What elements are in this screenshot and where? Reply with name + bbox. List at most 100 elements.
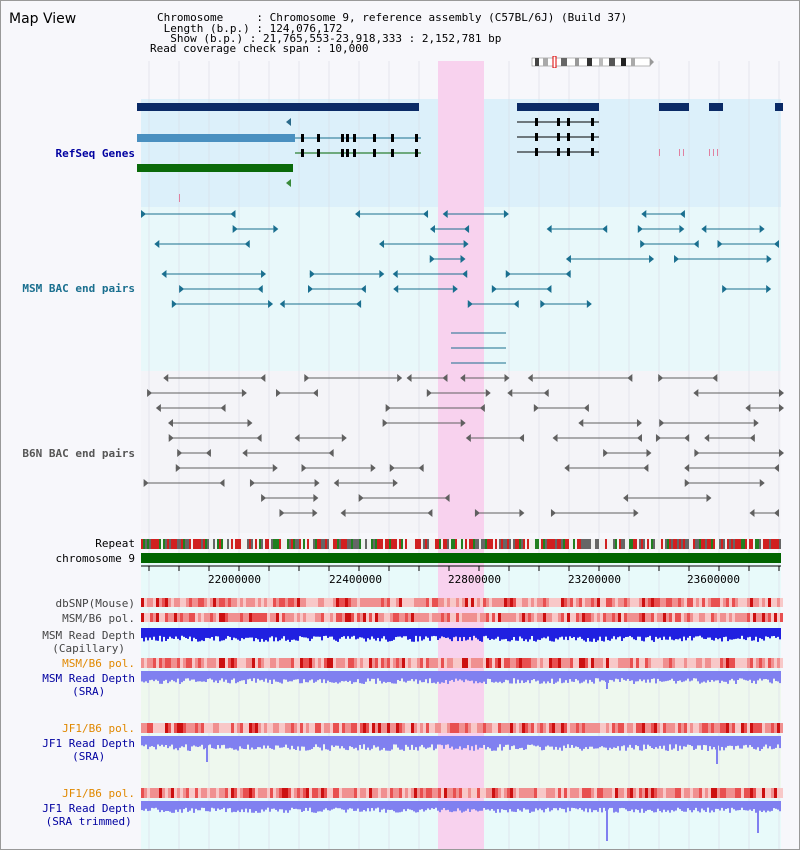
- heat-cell: [363, 658, 366, 668]
- depth-bar: [539, 671, 541, 684]
- heat-cell: [366, 613, 369, 622]
- depth-bar: [247, 671, 249, 680]
- depth-bar: [257, 736, 259, 748]
- heat-cell: [573, 613, 576, 622]
- heat-cell: [387, 598, 390, 607]
- depth-bar: [777, 628, 779, 637]
- depth-bar: [747, 671, 749, 681]
- depth-bar: [303, 628, 305, 638]
- heat-cell: [405, 598, 408, 607]
- depth-bar: [293, 801, 295, 809]
- track-label-line: (SRA trimmed): [45, 815, 132, 828]
- pair-end-marker: [423, 210, 429, 218]
- heat-cell: [348, 788, 351, 798]
- heat-cell: [435, 658, 438, 668]
- depth-bar: [505, 736, 507, 745]
- gene-model: [137, 164, 293, 172]
- pair-end-marker: [155, 404, 161, 412]
- pair-end-marker: [479, 404, 485, 412]
- depth-bar: [749, 736, 751, 746]
- track-label-refseq[interactable]: RefSeq Genes: [55, 147, 135, 160]
- heat-cell: [765, 723, 768, 733]
- depth-bar: [685, 671, 687, 681]
- depth-bar: [771, 736, 773, 750]
- heat-cell: [702, 788, 705, 798]
- heat-cell: [240, 613, 243, 622]
- heat-cell: [648, 598, 651, 607]
- depth-bar: [259, 671, 261, 681]
- depth-bar: [739, 671, 741, 679]
- heat-cell: [720, 598, 723, 607]
- depth-bar: [293, 628, 295, 640]
- depth-bar: [663, 801, 665, 810]
- depth-bar: [419, 801, 421, 810]
- depth-bar: [385, 628, 387, 640]
- heat-cell: [453, 613, 456, 622]
- track-label-b6n-bac[interactable]: B6N BAC end pairs: [22, 447, 135, 460]
- heat-cell: [684, 723, 687, 733]
- depth-bar: [779, 801, 781, 812]
- depth-bar: [587, 671, 589, 684]
- heat-cell: [759, 788, 762, 798]
- heat-cell: [600, 723, 603, 733]
- depth-bar: [363, 736, 365, 745]
- repeat-element: [589, 539, 591, 549]
- heat-cell: [756, 613, 759, 622]
- repeat-element: [551, 539, 553, 549]
- heat-cell: [258, 613, 261, 622]
- heat-cell: [360, 788, 363, 798]
- heat-cell: [750, 598, 753, 607]
- heat-cell: [753, 723, 756, 733]
- pair-end-marker: [385, 404, 391, 412]
- heat-cell: [321, 658, 324, 668]
- depth-bar: [297, 736, 299, 747]
- heat-cell: [546, 788, 549, 798]
- depth-bar: [445, 628, 447, 638]
- heat-cell: [429, 658, 432, 668]
- depth-bar: [621, 671, 623, 679]
- repeat-element: [435, 539, 437, 549]
- depth-spike: [757, 801, 759, 833]
- heat-cell: [216, 723, 219, 733]
- depth-bar: [743, 736, 745, 746]
- depth-bar: [429, 801, 431, 810]
- heat-cell: [780, 658, 783, 668]
- track-label-msm-bac[interactable]: MSM BAC end pairs: [22, 282, 135, 295]
- pair-end-marker: [658, 374, 664, 382]
- depth-bar: [387, 628, 389, 642]
- heat-cell: [147, 658, 150, 668]
- depth-bar: [627, 801, 629, 812]
- depth-bar: [525, 628, 527, 640]
- depth-bar: [161, 801, 163, 811]
- pair-end-marker: [460, 374, 466, 382]
- heat-cell: [678, 723, 681, 733]
- heat-cell: [771, 598, 774, 607]
- depth-bar: [561, 736, 563, 751]
- heat-cell: [576, 598, 579, 607]
- heat-cell: [615, 723, 618, 733]
- repeat-element: [581, 539, 583, 549]
- pair-end-marker: [179, 285, 185, 293]
- heat-cell: [288, 658, 291, 668]
- heat-cell: [270, 788, 273, 798]
- depth-bar: [473, 671, 475, 684]
- depth-bar: [649, 671, 651, 683]
- heat-cell: [162, 613, 165, 622]
- heat-cell: [324, 788, 327, 798]
- heat-cell: [384, 598, 387, 607]
- heat-cell: [264, 598, 267, 607]
- chromosome-ideogram[interactable]: [531, 53, 655, 69]
- pair-end-marker: [766, 255, 772, 263]
- repeat-element: [659, 539, 661, 549]
- heat-cell: [744, 788, 747, 798]
- depth-bar: [695, 801, 697, 808]
- repeat-element: [193, 539, 195, 549]
- depth-bar: [377, 801, 379, 808]
- depth-bar: [605, 736, 607, 748]
- depth-bar: [643, 671, 645, 680]
- depth-bar: [709, 671, 711, 683]
- depth-bar: [457, 801, 459, 809]
- pair-end-marker: [679, 210, 685, 218]
- depth-bar: [389, 628, 391, 642]
